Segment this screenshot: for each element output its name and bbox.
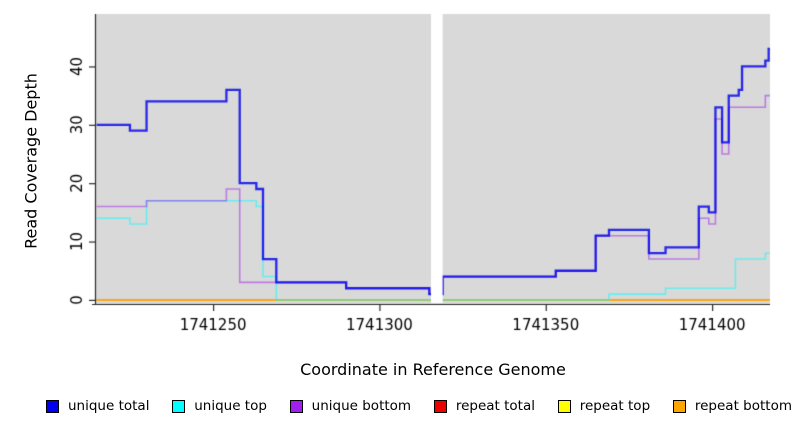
legend-label: unique bottom bbox=[311, 398, 412, 414]
legend-swatch-icon bbox=[172, 399, 186, 413]
legend-swatch-icon bbox=[289, 399, 303, 413]
legend-item: repeat bottom bbox=[672, 398, 792, 414]
legend-item: repeat top bbox=[557, 398, 651, 414]
legend-swatch-icon bbox=[46, 399, 59, 413]
legend-label: repeat top bbox=[579, 398, 651, 414]
legend-label: unique total bbox=[68, 398, 150, 414]
legend-item: unique bottom bbox=[289, 398, 412, 414]
legend-swatch-icon bbox=[557, 399, 571, 413]
coverage-plot-canvas bbox=[0, 0, 792, 345]
y-axis-title: Read Coverage Depth bbox=[21, 73, 41, 249]
chart-legend: unique total unique top unique bottom repea… bbox=[46, 398, 792, 414]
legend-item: repeat total bbox=[433, 398, 535, 414]
x-axis-title: Coordinate in Reference Genome bbox=[300, 360, 566, 379]
legend-label: repeat bottom bbox=[694, 398, 792, 414]
legend-swatch-icon bbox=[433, 399, 447, 413]
legend-item: unique top bbox=[172, 398, 267, 414]
legend-label: repeat total bbox=[455, 398, 535, 414]
y-axis-title-wrap: Read Coverage Depth bbox=[14, 0, 48, 340]
legend-item: unique total bbox=[46, 398, 149, 414]
legend-label: unique top bbox=[194, 398, 267, 414]
legend-swatch-icon bbox=[672, 399, 686, 413]
